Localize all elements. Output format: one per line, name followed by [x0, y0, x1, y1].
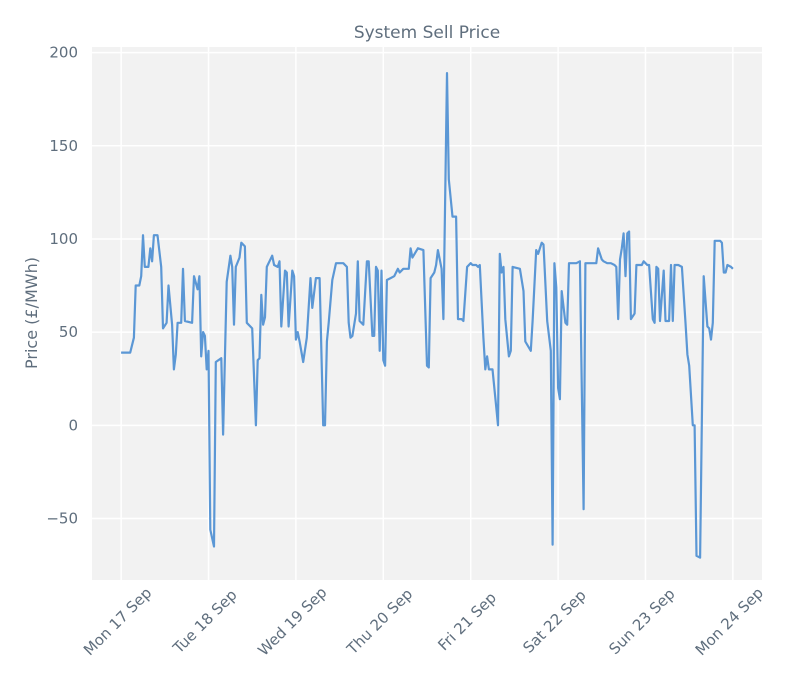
y-tick-label: 200: [49, 44, 78, 62]
y-tick-label: 0: [68, 416, 78, 434]
y-tick-label: 100: [49, 230, 78, 248]
x-tick-label: Tue 18 Sep: [169, 586, 241, 658]
x-tick-label: Mon 24 Sep: [692, 584, 767, 659]
price-line: [121, 72, 734, 559]
y-tick-label: 50: [59, 323, 78, 341]
x-tick-label: Fri 21 Sep: [434, 589, 500, 655]
plot-area: [92, 47, 762, 580]
x-tick-label: Mon 17 Sep: [80, 584, 155, 659]
y-axis-label: Price (£/MWh): [22, 257, 41, 369]
x-tick-label: Sun 23 Sep: [605, 585, 678, 658]
x-tick-label: Sat 22 Sep: [519, 586, 589, 656]
x-tick-label: Wed 19 Sep: [254, 583, 330, 659]
y-tick-label: 150: [49, 137, 78, 155]
y-tick-label: −50: [46, 510, 78, 528]
chart-title: System Sell Price: [354, 23, 500, 43]
x-tick-label: Thu 20 Sep: [343, 585, 417, 659]
